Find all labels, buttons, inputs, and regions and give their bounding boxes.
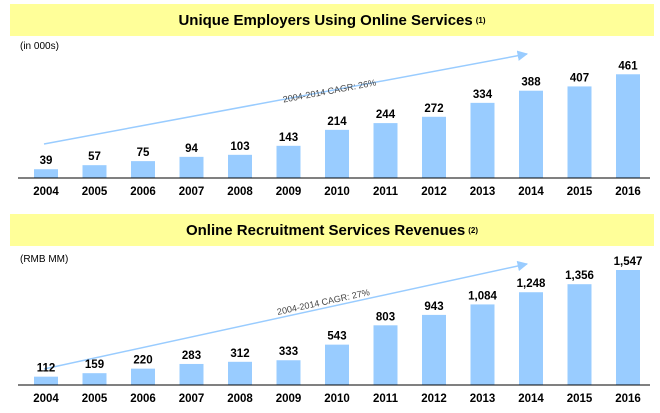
tick-label-2004: 2004: [33, 186, 59, 198]
value-label-2013: 334: [473, 89, 493, 101]
tick-label-2015: 2015: [567, 393, 593, 405]
bar-2015: [567, 284, 592, 385]
bar-2016: [616, 74, 640, 178]
bar-2011: [373, 325, 398, 385]
tick-label-2006: 2006: [130, 186, 156, 198]
tick-label-2010: 2010: [324, 393, 350, 405]
bar-2010: [325, 129, 349, 178]
chart2-title-note: (2): [468, 225, 479, 235]
value-label-2006: 75: [137, 147, 150, 159]
tick-label-2015: 2015: [567, 186, 593, 198]
cagr-annotation: 2004-2014 CAGR: 27%: [276, 287, 371, 317]
value-label-2011: 803: [376, 311, 395, 323]
tick-label-2012: 2012: [421, 393, 447, 405]
bar-2008: [228, 361, 252, 385]
chart1-title: Unique Employers Using Online Services: [178, 11, 473, 29]
value-label-2007: 94: [185, 143, 198, 155]
value-label-2016: 461: [618, 60, 638, 72]
value-label-2014: 1,248: [517, 278, 546, 290]
bar-2016: [616, 270, 640, 385]
value-label-2011: 244: [376, 109, 396, 121]
tick-label-2009: 2009: [276, 186, 302, 198]
chart1-plot: 2004-2014 CAGR: 26% 39 2004 57 2005 75 2006 94 2…: [18, 50, 650, 198]
bar-2006: [131, 161, 155, 178]
tick-label-2007: 2007: [179, 393, 205, 405]
bar-2013: [470, 304, 495, 385]
chart2-title: Online Recruitment Services Revenues: [185, 221, 466, 239]
value-label-2009: 143: [279, 132, 298, 144]
value-label-2004: 39: [40, 155, 53, 167]
tick-label-2008: 2008: [227, 186, 253, 198]
cagr-arrow: [43, 260, 529, 370]
value-label-2012: 943: [424, 301, 443, 313]
bar-2014: [519, 90, 543, 178]
value-label-2012: 272: [424, 103, 443, 115]
bar-2005: [82, 165, 107, 178]
bar-2012: [422, 116, 446, 178]
bar-2015: [567, 86, 592, 178]
bar-2011: [373, 123, 398, 178]
tick-label-2007: 2007: [179, 186, 205, 198]
tick-label-2006: 2006: [130, 393, 156, 405]
chart2-plot: 2004-2014 CAGR: 27% 112 2004 159 2005 220 2006…: [18, 256, 650, 405]
value-label-2005: 57: [88, 151, 101, 163]
bar-2007: [179, 363, 204, 385]
tick-label-2004: 2004: [33, 393, 59, 405]
tick-label-2016: 2016: [615, 186, 641, 198]
tick-label-2011: 2011: [373, 186, 399, 198]
chart1-unit-label: (in 000s): [20, 41, 59, 52]
tick-label-2016: 2016: [615, 393, 641, 405]
tick-label-2005: 2005: [82, 393, 108, 405]
tick-label-2009: 2009: [276, 393, 302, 405]
value-label-2009: 333: [279, 346, 298, 358]
chart2-title-banner: Online Recruitment Services Revenues (2): [10, 214, 654, 246]
bar-2013: [470, 102, 495, 178]
bar-2009: [276, 360, 301, 385]
bar-2006: [131, 368, 155, 385]
chart1-title-banner: Unique Employers Using Online Services (…: [10, 4, 654, 36]
bar-2004: [34, 169, 58, 178]
bar-2008: [228, 154, 252, 178]
tick-label-2010: 2010: [324, 186, 350, 198]
value-label-2007: 283: [182, 350, 201, 362]
value-label-2008: 312: [230, 348, 249, 360]
value-label-2004: 112: [37, 363, 56, 375]
chart1-title-note: (1): [475, 15, 486, 25]
tick-label-2013: 2013: [470, 186, 496, 198]
tick-label-2008: 2008: [227, 393, 253, 405]
bar-2005: [82, 373, 107, 385]
value-label-2010: 214: [327, 116, 347, 128]
value-label-2005: 159: [85, 359, 104, 371]
chart2-unit-label: (RMB MM): [20, 254, 69, 265]
value-label-2016: 1,547: [614, 256, 643, 268]
value-label-2015: 407: [570, 72, 589, 84]
value-label-2015: 1,356: [565, 270, 594, 282]
value-label-2014: 388: [521, 77, 541, 89]
value-label-2006: 220: [133, 355, 152, 367]
bar-2014: [519, 292, 543, 385]
value-label-2008: 103: [230, 141, 249, 153]
bar-2007: [179, 156, 204, 178]
value-label-2013: 1,084: [468, 290, 497, 302]
bar-2009: [276, 145, 301, 178]
bar-2004: [34, 376, 58, 385]
cagr-annotation: 2004-2014 CAGR: 26%: [282, 77, 377, 104]
tick-label-2013: 2013: [470, 393, 496, 405]
tick-label-2012: 2012: [421, 186, 447, 198]
tick-label-2011: 2011: [373, 393, 399, 405]
cagr-arrow: [43, 50, 529, 145]
bar-2012: [422, 314, 446, 385]
tick-label-2014: 2014: [518, 393, 544, 405]
tick-label-2014: 2014: [518, 186, 544, 198]
bar-2010: [325, 344, 349, 385]
value-label-2010: 543: [327, 331, 346, 343]
tick-label-2005: 2005: [82, 186, 108, 198]
